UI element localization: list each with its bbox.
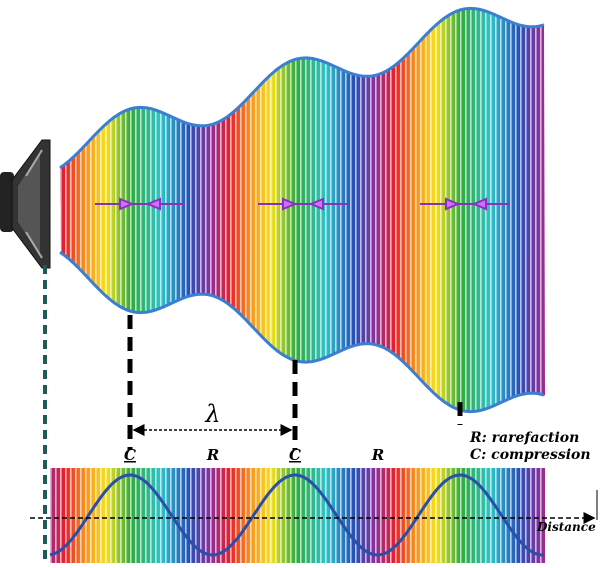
pressure-strip xyxy=(50,468,545,563)
particle-arrows xyxy=(95,197,510,211)
legend-compression: C: compression xyxy=(470,447,591,463)
wave-top-edge xyxy=(59,6,545,170)
wave-body xyxy=(60,8,545,412)
wavelength-label: λ xyxy=(204,400,220,428)
compression-label: C xyxy=(124,446,136,464)
compression-label: C xyxy=(289,446,301,464)
legend-rarefaction: R: rarefaction xyxy=(469,430,579,446)
wave-bottom-edge xyxy=(59,250,545,414)
rarefaction-label: R xyxy=(206,446,219,464)
axis-label: Distance xyxy=(536,520,596,534)
rarefaction-label: R xyxy=(371,446,384,464)
pressure-curve xyxy=(49,473,545,557)
speaker xyxy=(0,139,51,269)
